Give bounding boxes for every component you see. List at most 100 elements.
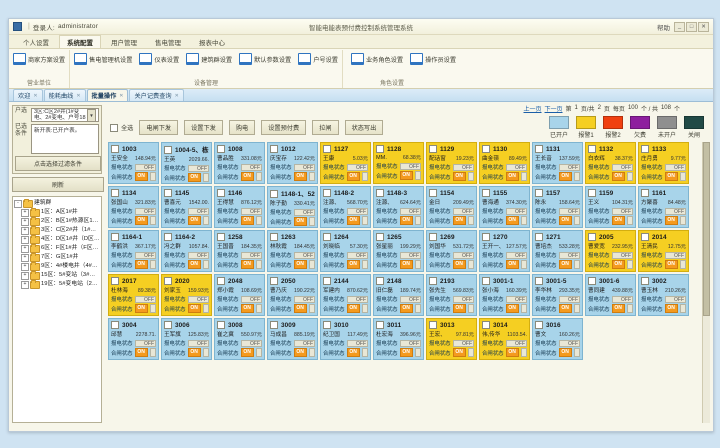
- meter-cell-checkbox[interactable]: [111, 145, 119, 153]
- select-all-control[interactable]: 全选: [110, 123, 133, 132]
- close-icon[interactable]: ✕: [174, 92, 179, 99]
- scrollbar-thumb[interactable]: [703, 142, 710, 317]
- meter-cell-checkbox[interactable]: [270, 145, 278, 153]
- ribbon-tab-user-management[interactable]: 用户管理: [111, 40, 137, 47]
- meter-cell-checkbox[interactable]: [164, 277, 172, 285]
- meter-cell[interactable]: 1148-3 注源、 624.64元 报电状态 OFF 合闸状态 ON: [373, 186, 424, 228]
- tab-welcome[interactable]: 欢迎 ✕: [13, 89, 43, 101]
- tree-expander-icon[interactable]: +: [21, 262, 29, 271]
- tree-node-zone-15[interactable]: + 15区：5#变站（3#变站）: [14, 270, 100, 280]
- close-icon[interactable]: ✕: [119, 92, 124, 99]
- meter-cell-checkbox[interactable]: [270, 321, 278, 329]
- meter-cell-checkbox[interactable]: [323, 145, 331, 153]
- meter-cell[interactable]: 3016 曹文 160.26元 报电状态 OFF 合闸状态 ON: [532, 318, 583, 360]
- meter-cell-checkbox[interactable]: [641, 233, 649, 241]
- meter-cell-checkbox[interactable]: [429, 189, 437, 197]
- meter-cell[interactable]: 2017 杜林海 89.38元 报电状态 OFF 合闸状态 ON: [108, 274, 159, 316]
- meter-cell-checkbox[interactable]: [270, 277, 278, 285]
- meter-cell-checkbox[interactable]: [429, 277, 437, 285]
- meter-cell[interactable]: 1164-1 李鹤洪 367.17元 报电状态 OFF 合闸状态 ON: [108, 230, 159, 272]
- meter-cell-checkbox[interactable]: [217, 145, 225, 153]
- set-prepaid-button[interactable]: 设置预付费: [261, 120, 307, 135]
- meter-cell[interactable]: 1271 曹培杰 533.28元 报电状态 OFF 合闸状态 ON: [532, 230, 583, 272]
- meter-cell[interactable]: 1133 庄月勇 9.77元 报电状态 OFF 合闸状态 ON: [638, 142, 689, 184]
- meter-cell-checkbox[interactable]: [217, 233, 225, 241]
- meter-cell[interactable]: 1131 王长音 137.59元 报电状态 OFF 合闸状态 ON: [532, 142, 583, 184]
- meter-cell-checkbox[interactable]: [376, 321, 384, 329]
- tree-node-zone-6[interactable]: + 6区：F区1#井（F区1#）: [14, 243, 100, 253]
- meter-cell-checkbox[interactable]: [164, 145, 172, 154]
- meter-cell[interactable]: 3002 曹玉林 210.26元 报电状态 OFF 合闸状态 ON: [638, 274, 689, 316]
- meter-cell-checkbox[interactable]: [482, 189, 490, 197]
- tree-node-zone-19[interactable]: + 19区：5#变电站（2#变电）: [14, 279, 100, 289]
- meter-cell-checkbox[interactable]: [535, 233, 543, 241]
- area-filter-select[interactable]: 3区:C区2#井(1#变电、2#变电、户号18 ▼: [31, 108, 99, 122]
- purchase-power-button[interactable]: 购电: [228, 120, 256, 135]
- meter-cell-checkbox[interactable]: [323, 321, 331, 329]
- meter-cell[interactable]: 2144 军建内 870.62元 报电状态 OFF 合闸状态 ON: [320, 274, 371, 316]
- tree-node-zone-1[interactable]: + 1区：A区1#井: [14, 207, 100, 217]
- meter-cell-checkbox[interactable]: [376, 189, 384, 197]
- send-switch-command-button[interactable]: 电闸下发: [139, 120, 179, 135]
- tree-expander-icon[interactable]: +: [21, 280, 29, 289]
- close-icon[interactable]: ✕: [76, 92, 81, 99]
- meter-cell-checkbox[interactable]: [323, 233, 331, 241]
- meter-cell-checkbox[interactable]: [164, 189, 172, 197]
- ribbon-tab-system-config[interactable]: 系统配置: [59, 35, 101, 48]
- meter-cell[interactable]: 2014 王清民 12.75元 报电状态 OFF 合闸状态 ON: [638, 230, 689, 272]
- meter-cell[interactable]: 2148 旧仁磊 189.74元 报电状态 OFF 合闸状态 ON: [373, 274, 424, 316]
- close-icon[interactable]: ✕: [33, 92, 38, 99]
- tree-expander-icon[interactable]: +: [21, 208, 29, 217]
- meter-cell-checkbox[interactable]: [164, 233, 172, 241]
- meter-cell-checkbox[interactable]: [641, 277, 649, 285]
- meter-cell[interactable]: 1130 曲金嶺 89.49元 报电状态 OFF 合闸状态 ON: [479, 142, 530, 184]
- meter-cell[interactable]: 2048 郑小霞 108.69元 报电状态 OFF 合闸状态 ON: [214, 274, 265, 316]
- meter-cell-checkbox[interactable]: [588, 145, 596, 153]
- meter-cell[interactable]: 3001-1 张小海 160.39元 报电状态 OFF 合闸状态 ON: [479, 274, 530, 316]
- meter-cell[interactable]: 1129 配话窗 19.23元 报电状态 OFF 合闸状态 ON: [426, 142, 477, 184]
- ribbon-button-operator[interactable]: 操作员设置: [409, 52, 457, 66]
- meter-cell[interactable]: 1128 MM. 68.38元 报电状态 OFF 合闸状态 ON: [373, 142, 424, 184]
- meter-cell-checkbox[interactable]: [217, 321, 225, 329]
- ribbon-button-meter-settings[interactable]: 仪表设置: [138, 52, 180, 66]
- meter-cell[interactable]: 1161 方聚喜 84.48元 报电状态 OFF 合闸状态 ON: [638, 186, 689, 228]
- ribbon-button-business-role[interactable]: 业务角色设置: [350, 52, 404, 66]
- meter-cell-checkbox[interactable]: [429, 145, 437, 153]
- meter-cell-checkbox[interactable]: [270, 189, 278, 198]
- meter-cell-checkbox[interactable]: [111, 277, 119, 285]
- meter-cell[interactable]: 3001-6 曹同建 439.88元 报电状态 OFF 合闸状态 ON: [585, 274, 636, 316]
- meter-cell[interactable]: 1159 王义 104.31元 报电状态 OFF 合闸状态 ON: [585, 186, 636, 228]
- meter-cell[interactable]: 3009 马成昌 885.19元 报电状态 OFF 合闸状态 ON: [267, 318, 318, 360]
- send-settings-button[interactable]: 设置下发: [184, 120, 223, 135]
- meter-cell[interactable]: 3006 王军旗 125.83元 报电状态 OFF 合闸状态 ON: [161, 318, 212, 360]
- ribbon-button-merchant-plan[interactable]: 商家方案设置: [12, 52, 66, 66]
- meter-cell[interactable]: 1012 庆宝存 122.42元 报电状态 OFF 合闸状态 ON: [267, 142, 318, 184]
- meter-cell[interactable]: 1003 王安全 148.94元 报电状态 OFF 合闸状态 ON: [108, 142, 159, 184]
- tree-expander-icon[interactable]: +: [21, 253, 29, 262]
- meter-cell[interactable]: 1269 刘国华 531.72元 报电状态 OFF 合闸状态 ON: [426, 230, 477, 272]
- meter-cell-checkbox[interactable]: [323, 277, 331, 285]
- help-button[interactable]: 帮助: [657, 24, 670, 32]
- tree-node-zone-3[interactable]: + 3区：C区2#井（1#变电）: [14, 225, 100, 235]
- meter-cell[interactable]: 1263 林秋霞 184.45元 报电状态 OFF 合闸状态 ON: [267, 230, 318, 272]
- write-status-button[interactable]: 状态写出: [344, 120, 384, 135]
- meter-cell[interactable]: 1258 王国晋 184.35元 报电状态 OFF 合闸状态 ON: [214, 230, 265, 272]
- next-page-link[interactable]: 下一页: [544, 106, 563, 113]
- tree-node-zone-7[interactable]: + 7区：G区1#井: [14, 252, 100, 262]
- tree-expander-icon[interactable]: +: [21, 217, 29, 226]
- meter-cell-checkbox[interactable]: [588, 277, 596, 285]
- meter-cell-checkbox[interactable]: [588, 233, 596, 241]
- meter-cell-checkbox[interactable]: [641, 189, 649, 197]
- tree-node-zone-9[interactable]: + 9区：4#楼电井（4#楼）: [14, 261, 100, 271]
- vertical-scrollbar[interactable]: [702, 142, 710, 423]
- meter-cell[interactable]: 2005 曹爱宽 232.95元 报电状态 OFF 合闸状态 ON: [585, 230, 636, 272]
- tree-node-zone-4[interactable]: + 4区：D区1#井（D区1#）: [14, 234, 100, 244]
- meter-cell-checkbox[interactable]: [270, 233, 278, 241]
- tree-expander-icon[interactable]: +: [21, 235, 29, 244]
- meter-cell-checkbox[interactable]: [535, 145, 543, 153]
- meter-cell-checkbox[interactable]: [217, 277, 225, 285]
- meter-cell[interactable]: 3014 伟,传华 1103.54. 报电状态 OFF 合闸状态 ON: [479, 318, 530, 360]
- meter-cell[interactable]: 1146 王得慧 876.12元 报电状态 OFF 合闸状态 ON: [214, 186, 265, 228]
- meter-cell[interactable]: 3001-5 李华林 293.35元 报电状态 OFF 合闸状态 ON: [532, 274, 583, 316]
